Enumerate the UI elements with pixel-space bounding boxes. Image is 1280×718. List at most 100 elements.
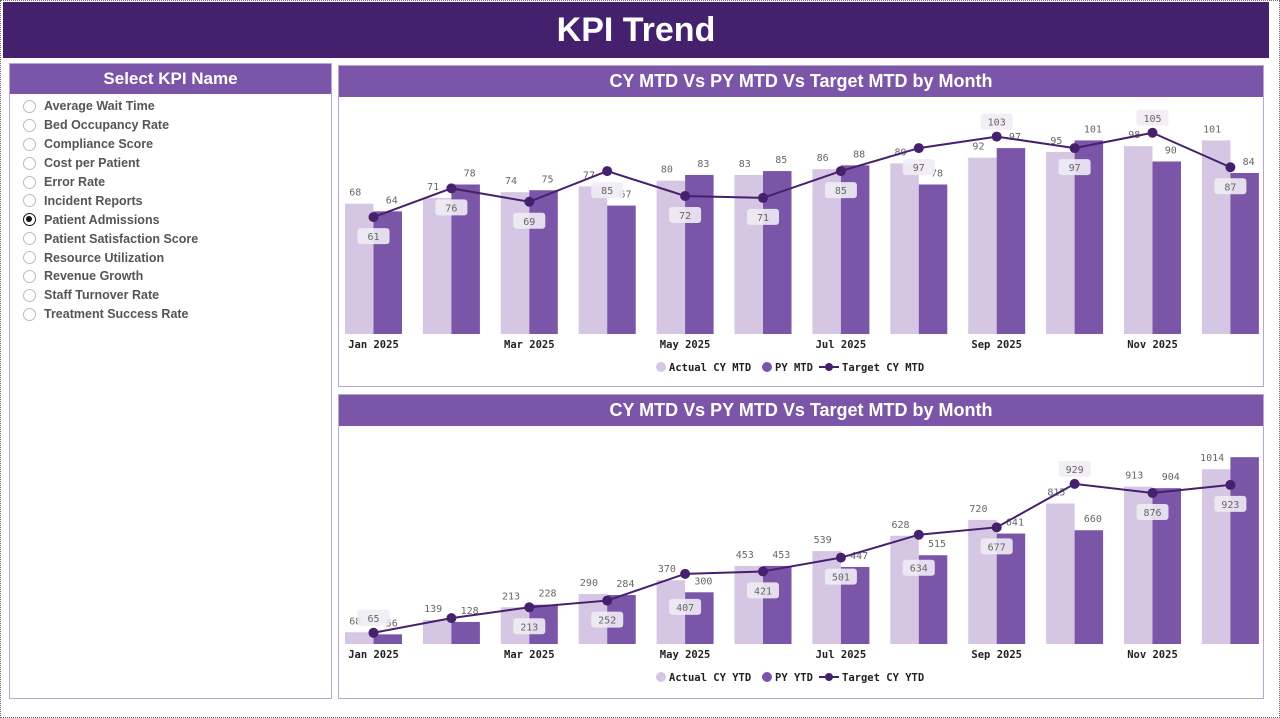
actual-bar — [1046, 151, 1075, 334]
x-tick-label: Nov 2025 — [1127, 339, 1178, 351]
target-marker — [991, 131, 1002, 142]
py-bar — [1074, 530, 1104, 644]
kpi-option-label: Resource Utilization — [44, 250, 165, 265]
target-label-box — [591, 182, 624, 199]
py-bar — [1152, 161, 1181, 334]
kpi-option[interactable]: Average Wait Time — [10, 97, 331, 116]
target-label-box — [1214, 178, 1247, 195]
radio-icon[interactable] — [23, 213, 36, 227]
legend-label: Target CY YTD — [842, 672, 924, 684]
kpi-option[interactable]: Patient Satisfaction Score — [10, 229, 331, 248]
radio-icon[interactable] — [23, 194, 36, 208]
target-data-label: 65 — [367, 614, 379, 625]
actual-data-label: 1014 — [1200, 453, 1224, 464]
actual-data-label: 80 — [661, 165, 673, 176]
target-line — [373, 482, 1231, 634]
radio-icon[interactable] — [23, 251, 36, 265]
py-data-label: 641 — [1006, 518, 1024, 529]
actual-data-label: 290 — [580, 578, 598, 589]
py-data-label: 228 — [539, 589, 557, 600]
target-data-label: 71 — [757, 213, 769, 224]
target-data-label: 69 — [523, 217, 535, 228]
actual-data-label: 68 — [349, 616, 361, 627]
target-marker — [1225, 479, 1236, 490]
actual-bar — [1201, 469, 1231, 644]
actual-bar — [345, 203, 374, 334]
actual-bar — [578, 186, 608, 334]
actual-data-label: 628 — [892, 520, 910, 531]
py-bar — [685, 174, 714, 334]
actual-data-label: 720 — [969, 504, 987, 515]
actual-bar — [656, 180, 686, 334]
py-data-label: 67 — [619, 190, 631, 201]
target-marker — [1069, 143, 1080, 154]
kpi-option[interactable]: Compliance Score — [10, 135, 331, 154]
kpi-option[interactable]: Staff Turnover Rate — [10, 286, 331, 305]
actual-data-label: 539 — [814, 535, 832, 546]
kpi-option-label: Error Rate — [44, 175, 106, 189]
kpi-option[interactable]: Revenue Growth — [10, 267, 331, 286]
actual-data-label: 370 — [658, 564, 676, 575]
radio-icon[interactable] — [23, 137, 36, 151]
kpi-option-label: Cost per Patient — [44, 156, 140, 171]
py-data-label: 453 — [772, 550, 790, 561]
kpi-option[interactable]: Error Rate — [10, 173, 331, 192]
target-marker — [913, 143, 924, 154]
mtd-chart: Jan 2025 Mar 2025 May 2025 Jul 2025 Sep 2025… — [345, 109, 1259, 374]
actual-bar — [1046, 503, 1075, 644]
x-tick-label: Jan 2025 — [348, 649, 399, 661]
py-data-label: 515 — [928, 539, 946, 550]
radio-icon[interactable] — [23, 156, 36, 170]
kpi-option-label: Compliance Score — [44, 137, 154, 152]
x-tick-label: Sep 2025 — [971, 339, 1022, 351]
radio-icon[interactable] — [23, 288, 36, 302]
radio-icon[interactable] — [23, 307, 36, 321]
radio-icon[interactable] — [23, 269, 36, 283]
target-label-box — [1058, 460, 1091, 477]
target-marker — [368, 212, 379, 223]
target-marker — [602, 166, 613, 177]
radio-icon[interactable] — [23, 118, 36, 132]
x-tick-label: Nov 2025 — [1127, 649, 1178, 661]
target-data-label: 61 — [367, 232, 379, 243]
target-label-box — [902, 559, 935, 576]
py-bar — [1230, 173, 1259, 334]
kpi-selector-title: Select KPI Name — [10, 64, 331, 94]
kpi-option[interactable]: Resource Utilization — [10, 248, 331, 267]
actual-bar — [422, 620, 452, 644]
kpi-option-label: Patient Satisfaction Score — [44, 231, 199, 246]
py-data-label: 300 — [694, 576, 712, 587]
target-label-box — [1136, 504, 1169, 521]
target-data-label: 677 — [988, 542, 1006, 553]
py-data-label: 101 — [1084, 124, 1102, 135]
actual-data-label: 913 — [1125, 471, 1143, 482]
target-marker — [1069, 478, 1080, 489]
ytd-chart: Jan 2025 Mar 2025 May 2025 Jul 2025 Sep 2025… — [345, 453, 1259, 684]
page-title: KPI Trend — [3, 2, 1269, 58]
kpi-option-label: Treatment Success Rate — [44, 307, 189, 322]
target-marker — [913, 529, 924, 540]
target-label-box — [357, 609, 390, 626]
kpi-option[interactable]: Patient Admissions — [10, 210, 331, 229]
kpi-option[interactable]: Bed Occupancy Rate — [10, 116, 331, 135]
actual-bar — [345, 632, 374, 644]
actual-bar — [890, 535, 919, 644]
kpi-option[interactable]: Cost per Patient — [10, 154, 331, 173]
kpi-option-label: Patient Admissions — [44, 212, 160, 227]
radio-icon[interactable] — [23, 232, 36, 246]
py-bar — [373, 634, 402, 644]
mtd-chart-panel: CY MTD Vs PY MTD Vs Target MTD by Month … — [338, 65, 1264, 387]
radio-icon[interactable] — [23, 175, 36, 189]
radio-icon[interactable] — [23, 99, 36, 113]
target-marker — [758, 192, 768, 203]
target-data-label: 923 — [1221, 500, 1239, 511]
target-marker — [368, 627, 379, 638]
py-data-label: 78 — [931, 169, 943, 180]
py-data-label: 660 — [1084, 514, 1102, 525]
py-data-label: 284 — [616, 579, 634, 590]
kpi-option[interactable]: Incident Reports — [10, 191, 331, 210]
actual-bar — [1201, 140, 1231, 334]
actual-data-label: 83 — [739, 159, 751, 170]
kpi-list: Average Wait Time Bed Occupancy Rate Compl… — [10, 94, 331, 324]
kpi-option[interactable]: Treatment Success Rate — [10, 305, 331, 324]
